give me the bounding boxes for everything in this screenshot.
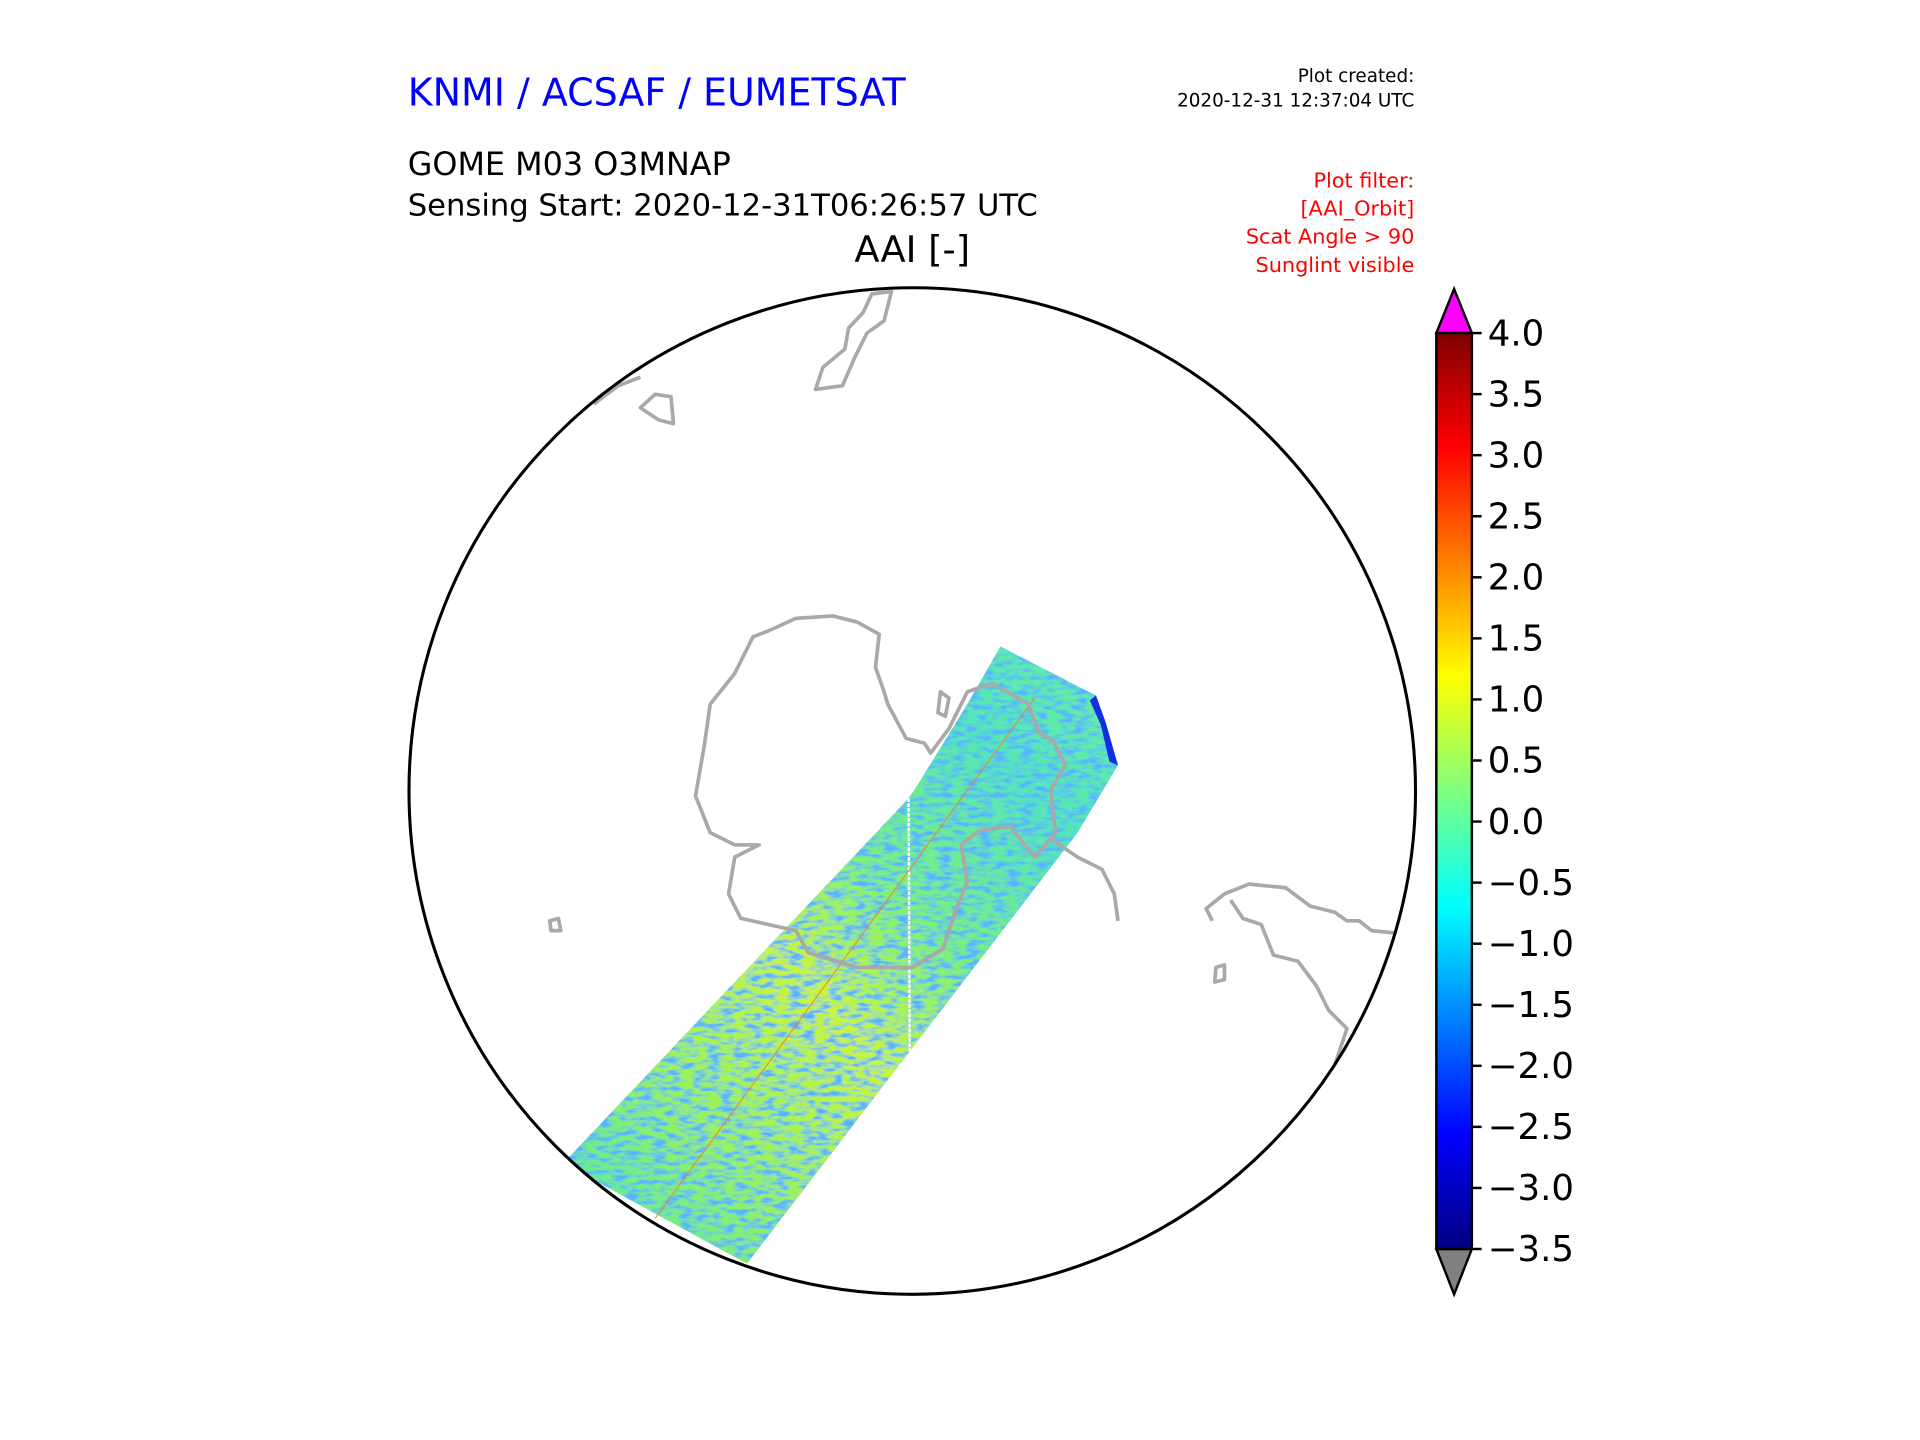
colorbar-tick-label: −1.5 [1488, 985, 1574, 1026]
coastline-japan [813, 289, 894, 392]
colorbar-under-arrow [1434, 1247, 1474, 1298]
coastline-greenland [693, 614, 1068, 970]
variable-title: AAI [-] [854, 228, 970, 271]
product-title: GOME M03 O3MNAP [408, 145, 731, 183]
sensing-start: Sensing Start: 2020-12-31T06:26:57 UTC [408, 189, 1038, 224]
colorbar-tick-label: −0.5 [1488, 863, 1574, 904]
org-title: KNMI / ACSAF / EUMETSAT [408, 70, 907, 114]
colorbar-tick-label: −1.0 [1488, 924, 1574, 965]
coastline-small-island [547, 916, 563, 933]
colorbar-tick-label: 2.0 [1488, 558, 1544, 599]
colorbar-tick-label: 4.0 [1488, 313, 1544, 354]
filter-line: Sunglint visible [1256, 253, 1415, 277]
plot-created-label: Plot created: [1298, 66, 1415, 87]
colorbar-tick-label: 0.5 [1488, 741, 1544, 782]
colorbar-tick-label: 0.0 [1488, 802, 1544, 843]
colorbar-tick-label: −2.5 [1488, 1107, 1574, 1148]
colorbar-scale [1435, 331, 1474, 1251]
nadir-line [654, 697, 1036, 1219]
swath-edge-low [1089, 695, 1118, 766]
coastline-island [936, 690, 951, 719]
aai-swath [563, 646, 1118, 1264]
colorbar-tick-label: 3.5 [1488, 374, 1544, 415]
colorbar-tick-label: 1.5 [1488, 619, 1544, 660]
coastline-top-island [638, 392, 676, 426]
filter-line: Plot filter: [1313, 168, 1414, 192]
colorbar-tick-label: 2.5 [1488, 496, 1544, 537]
plot-created-time: 2020-12-31 12:37:04 UTC [1177, 91, 1414, 112]
map-boundary [407, 286, 1418, 1296]
colorbar-tick-label: −3.0 [1488, 1168, 1574, 1209]
coastline-norway [1049, 837, 1120, 922]
filter-line: [AAI_Orbit] [1300, 197, 1414, 221]
filter-line: Scat Angle > 90 [1246, 225, 1414, 249]
colorbar-tick-label: −3.5 [1488, 1229, 1574, 1270]
coastline-asia [1204, 882, 1397, 935]
coastline-asia-2 [1229, 898, 1349, 1066]
colorbar-tick-label: 1.0 [1488, 680, 1544, 721]
colorbar-tick-label: −2.0 [1488, 1046, 1574, 1087]
colorbar: 4.0 3.5 3.0 2.5 2.0 1.5 1.0 0.5 0.0 −0.5 −1.0 −1.5 −… [1434, 285, 1574, 1298]
coastlines [547, 289, 1397, 1066]
colorbar-tick-label: 3.0 [1488, 435, 1544, 476]
plot-filter: Plot filter: [AAI_Orbit] Scat Angle > 90… [1246, 168, 1414, 276]
coastline-top-left [592, 375, 642, 406]
colorbar-over-arrow [1434, 285, 1474, 335]
data-gap [907, 798, 912, 1066]
coastline-small-island [1212, 963, 1227, 984]
map-area [547, 289, 1397, 1264]
